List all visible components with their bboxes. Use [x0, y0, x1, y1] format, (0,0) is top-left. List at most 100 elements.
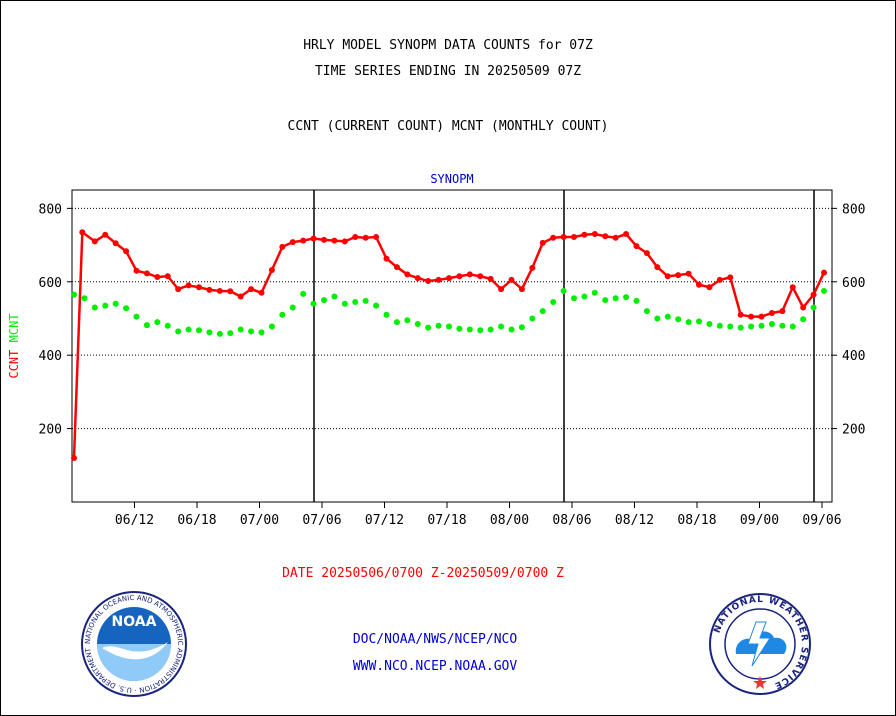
- data-point-mcnt: [800, 316, 807, 323]
- data-point-ccnt: [300, 237, 307, 244]
- data-point-mcnt: [623, 294, 630, 301]
- noaa-logo: NOAA NATIONAL OCEANIC AND ATMOSPHERIC AD…: [80, 590, 187, 697]
- data-point-ccnt: [821, 269, 827, 276]
- series-ccnt: [71, 229, 827, 461]
- data-point-ccnt: [248, 286, 255, 293]
- data-point-mcnt: [529, 315, 536, 322]
- data-point-mcnt: [696, 318, 702, 325]
- x-tick-label: 09/06: [802, 513, 841, 528]
- data-point-mcnt: [164, 322, 171, 329]
- data-point-mcnt: [716, 322, 723, 329]
- data-point-ccnt: [175, 286, 182, 293]
- x-tick-label: 08/00: [490, 513, 529, 528]
- data-point-mcnt: [133, 313, 140, 320]
- data-point-mcnt: [216, 330, 223, 337]
- data-point-mcnt: [675, 316, 682, 323]
- data-point-ccnt: [539, 239, 546, 246]
- data-point-mcnt: [435, 322, 442, 329]
- data-point-ccnt: [227, 288, 234, 295]
- data-point-ccnt: [529, 264, 536, 271]
- data-point-ccnt: [123, 248, 130, 255]
- data-point-ccnt: [393, 264, 400, 271]
- y-tick-label-left: 600: [39, 276, 62, 291]
- footer-link-doc[interactable]: DOC/NOAA/NWS/NCEP/NCO: [352, 632, 518, 647]
- data-point-mcnt: [581, 293, 588, 300]
- data-point-ccnt: [758, 313, 765, 320]
- data-point-mcnt: [71, 291, 77, 298]
- data-point-ccnt: [185, 282, 192, 289]
- data-point-mcnt: [821, 287, 827, 294]
- data-point-mcnt: [91, 304, 98, 311]
- data-point-mcnt: [508, 326, 515, 333]
- data-point-ccnt: [748, 313, 755, 320]
- data-point-mcnt: [196, 327, 202, 334]
- x-tick-label: 07/00: [240, 513, 279, 528]
- data-point-ccnt: [737, 311, 744, 318]
- data-point-ccnt: [289, 239, 296, 246]
- data-point-mcnt: [154, 319, 161, 326]
- data-point-mcnt: [373, 302, 380, 309]
- data-point-mcnt: [706, 320, 713, 327]
- data-point-ccnt: [550, 234, 557, 241]
- data-point-mcnt: [685, 319, 692, 326]
- x-tick-label: 08/12: [615, 513, 654, 528]
- data-point-mcnt: [612, 295, 619, 302]
- data-point-ccnt: [362, 234, 369, 241]
- chart-title: SYNOPM: [430, 172, 473, 186]
- data-point-ccnt: [706, 284, 713, 291]
- data-point-mcnt: [268, 323, 275, 330]
- data-point-mcnt: [550, 298, 557, 305]
- x-tick-label: 07/06: [302, 513, 341, 528]
- y-tick-label-left: 200: [39, 423, 62, 438]
- data-point-mcnt: [591, 289, 598, 296]
- data-point-mcnt: [664, 313, 671, 320]
- header-line-1: HRLY MODEL SYNOPM DATA COUNTS for 07Z: [303, 38, 593, 53]
- data-point-mcnt: [310, 300, 317, 307]
- data-point-ccnt: [383, 255, 390, 262]
- data-point-ccnt: [800, 304, 807, 311]
- data-point-ccnt: [716, 276, 723, 283]
- data-point-ccnt: [341, 238, 348, 245]
- y-tick-label-left: 400: [39, 349, 62, 364]
- footer-link-www[interactable]: WWW.NCO.NCEP.NOAA.GOV: [352, 659, 518, 674]
- data-point-ccnt: [143, 270, 150, 277]
- data-point-ccnt: [435, 276, 442, 283]
- data-point-ccnt: [352, 233, 359, 240]
- data-point-mcnt: [737, 324, 744, 331]
- data-point-ccnt: [164, 273, 171, 280]
- data-point-mcnt: [571, 295, 577, 302]
- data-point-ccnt: [685, 270, 692, 277]
- data-point-mcnt: [810, 304, 817, 311]
- data-point-ccnt: [789, 284, 796, 291]
- data-point-ccnt: [216, 287, 223, 294]
- data-point-ccnt: [602, 233, 609, 240]
- x-tick-label: 07/12: [365, 513, 404, 528]
- data-point-mcnt: [300, 290, 307, 297]
- data-point-ccnt: [779, 308, 786, 315]
- header-line-2: TIME SERIES ENDING IN 20250509 07Z: [314, 64, 582, 79]
- plot-border: [71, 189, 833, 503]
- data-point-ccnt: [91, 238, 98, 245]
- data-point-ccnt: [446, 275, 452, 282]
- data-point-ccnt: [206, 286, 213, 293]
- header-line-3: CCNT (CURRENT COUNT) MCNT (MONTHLY COUNT…: [287, 119, 609, 134]
- data-point-mcnt: [789, 323, 796, 330]
- data-point-mcnt: [352, 298, 359, 305]
- data-point-ccnt: [654, 264, 661, 271]
- data-point-mcnt: [425, 324, 432, 331]
- data-point-mcnt: [758, 322, 765, 329]
- data-point-mcnt: [206, 329, 213, 336]
- data-point-mcnt: [331, 293, 338, 300]
- data-point-mcnt: [654, 315, 661, 322]
- data-point-ccnt: [237, 293, 244, 300]
- data-point-ccnt: [456, 273, 463, 280]
- data-point-mcnt: [112, 300, 119, 307]
- data-point-mcnt: [279, 311, 286, 318]
- data-point-mcnt: [456, 325, 463, 332]
- data-point-mcnt: [643, 308, 650, 315]
- axis-layer: [67, 189, 837, 508]
- data-point-mcnt: [321, 297, 327, 304]
- data-point-ccnt: [633, 243, 640, 250]
- series-mcnt: [71, 287, 827, 337]
- data-point-ccnt: [643, 250, 650, 257]
